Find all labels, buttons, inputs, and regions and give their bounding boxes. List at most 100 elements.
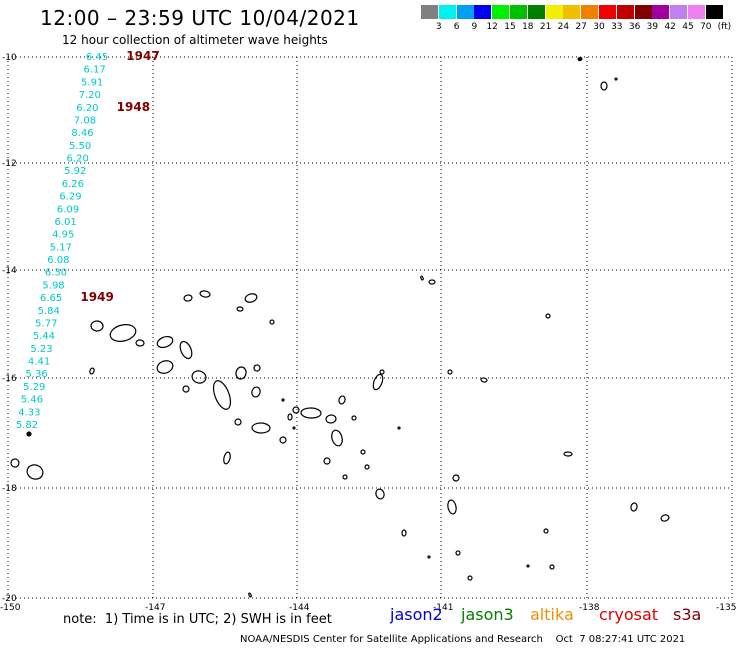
colorbar-swatch	[510, 5, 527, 19]
swh-value: 5.17	[50, 242, 72, 253]
island-outline	[182, 385, 190, 393]
colorbar-label: 39	[646, 22, 659, 32]
colorbar-swatch	[474, 5, 492, 19]
lon-label: -141	[433, 603, 453, 613]
colorbar-label: 36	[628, 22, 641, 32]
island-outline	[577, 56, 583, 62]
colorbar-swatch	[599, 5, 616, 19]
island-outline	[452, 474, 460, 482]
lat-label: -18	[2, 484, 17, 494]
hour-label: 1949	[80, 290, 113, 304]
swh-value: 5.84	[38, 306, 60, 317]
island-outline	[375, 488, 385, 500]
swh-value: 6.26	[62, 179, 84, 190]
island-outline	[109, 324, 137, 342]
footer-credit: NOAA/NESDIS Center for Satellite Applica…	[240, 634, 686, 645]
swh-value: 5.91	[81, 77, 103, 88]
colorbar-swatch	[616, 5, 634, 19]
swh-value: 6.20	[76, 103, 98, 114]
island-outline	[236, 306, 244, 312]
colorbar-swatch	[545, 5, 563, 19]
island-outline	[630, 502, 638, 512]
lat-label: -20	[2, 594, 17, 604]
satellite-jason2: jason2	[390, 605, 443, 624]
island-outline	[244, 293, 258, 303]
island-outline	[323, 457, 331, 465]
island-outline	[338, 395, 346, 405]
lat-label: -16	[2, 374, 17, 384]
colorbar-label: 33	[611, 22, 623, 32]
colorbar-label: 70	[700, 22, 712, 32]
island-outline	[183, 294, 193, 302]
swh-value: 4.95	[52, 230, 74, 241]
island-outline	[331, 429, 343, 447]
island-outline	[455, 550, 461, 556]
island-outline	[287, 413, 293, 421]
island-outline	[427, 555, 431, 559]
island-outline	[156, 335, 174, 349]
island-outline	[251, 422, 271, 434]
swh-value: 5.36	[26, 369, 48, 380]
swh-value: 5.44	[33, 331, 55, 342]
satellite-jason3: jason3	[461, 605, 514, 624]
lat-label: -12	[2, 159, 17, 169]
island-outline	[480, 377, 488, 383]
swh-value: 4.41	[28, 357, 50, 368]
island-dot	[578, 57, 582, 61]
island-outline	[545, 313, 551, 319]
colorbar-label: 18	[522, 22, 534, 32]
island-outline	[223, 451, 231, 465]
chart-subtitle: 12 hour collection of altimeter wave hei…	[62, 33, 328, 47]
colorbar-swatch	[438, 5, 456, 19]
island-outline	[447, 499, 457, 515]
island-outline	[279, 436, 287, 444]
island-outline	[191, 370, 207, 384]
lat-label: -14	[2, 266, 17, 276]
lat-label: -10	[2, 53, 17, 63]
swh-value: 6.29	[59, 192, 81, 203]
island-outline	[351, 415, 357, 421]
colorbar-label: 6	[453, 22, 460, 32]
island-outline	[179, 340, 193, 360]
colorbar-swatch	[670, 5, 688, 19]
island-outline	[235, 366, 247, 380]
swh-value: 5.46	[21, 395, 43, 406]
island-outline	[379, 369, 385, 375]
colorbar-swatch	[634, 5, 652, 19]
colorbar-swatch	[492, 5, 510, 19]
island-outline	[526, 564, 530, 568]
island-outline	[10, 458, 20, 468]
island-outline	[420, 275, 424, 281]
island-outline	[364, 464, 370, 470]
colorbar-label: 9	[471, 22, 478, 32]
island-outline	[281, 398, 285, 402]
island-outline	[199, 290, 211, 298]
island-outline	[234, 418, 242, 426]
swh-value: 6.09	[57, 204, 79, 215]
island-outline	[89, 367, 95, 375]
note-text: note: 1) Time is in UTC; 2) SWH is in fe…	[63, 612, 332, 627]
island-outline	[90, 320, 104, 332]
colorbar-swatch	[705, 5, 723, 19]
swh-value: 4.33	[18, 407, 40, 418]
swh-value: 5.77	[35, 318, 57, 329]
island-outline	[401, 529, 407, 537]
swh-value: 5.82	[16, 420, 38, 431]
colorbar-swatch	[563, 5, 581, 19]
island-outline	[342, 474, 348, 480]
colorbar-swatch	[421, 5, 438, 19]
island-outline	[325, 414, 337, 424]
island-outline	[292, 406, 300, 414]
lon-label: -135	[716, 603, 736, 613]
island-outline	[372, 373, 384, 391]
colorbar-label: 21	[539, 22, 552, 32]
island-outline	[212, 380, 232, 410]
island-outline	[600, 81, 608, 91]
island-outline	[251, 386, 261, 398]
colorbar-label: 12	[486, 22, 498, 32]
satellite-cryosat: cryosat	[599, 605, 659, 624]
swh-value: 6.65	[40, 293, 62, 304]
island-outline	[156, 360, 174, 374]
island-dot	[27, 432, 31, 436]
